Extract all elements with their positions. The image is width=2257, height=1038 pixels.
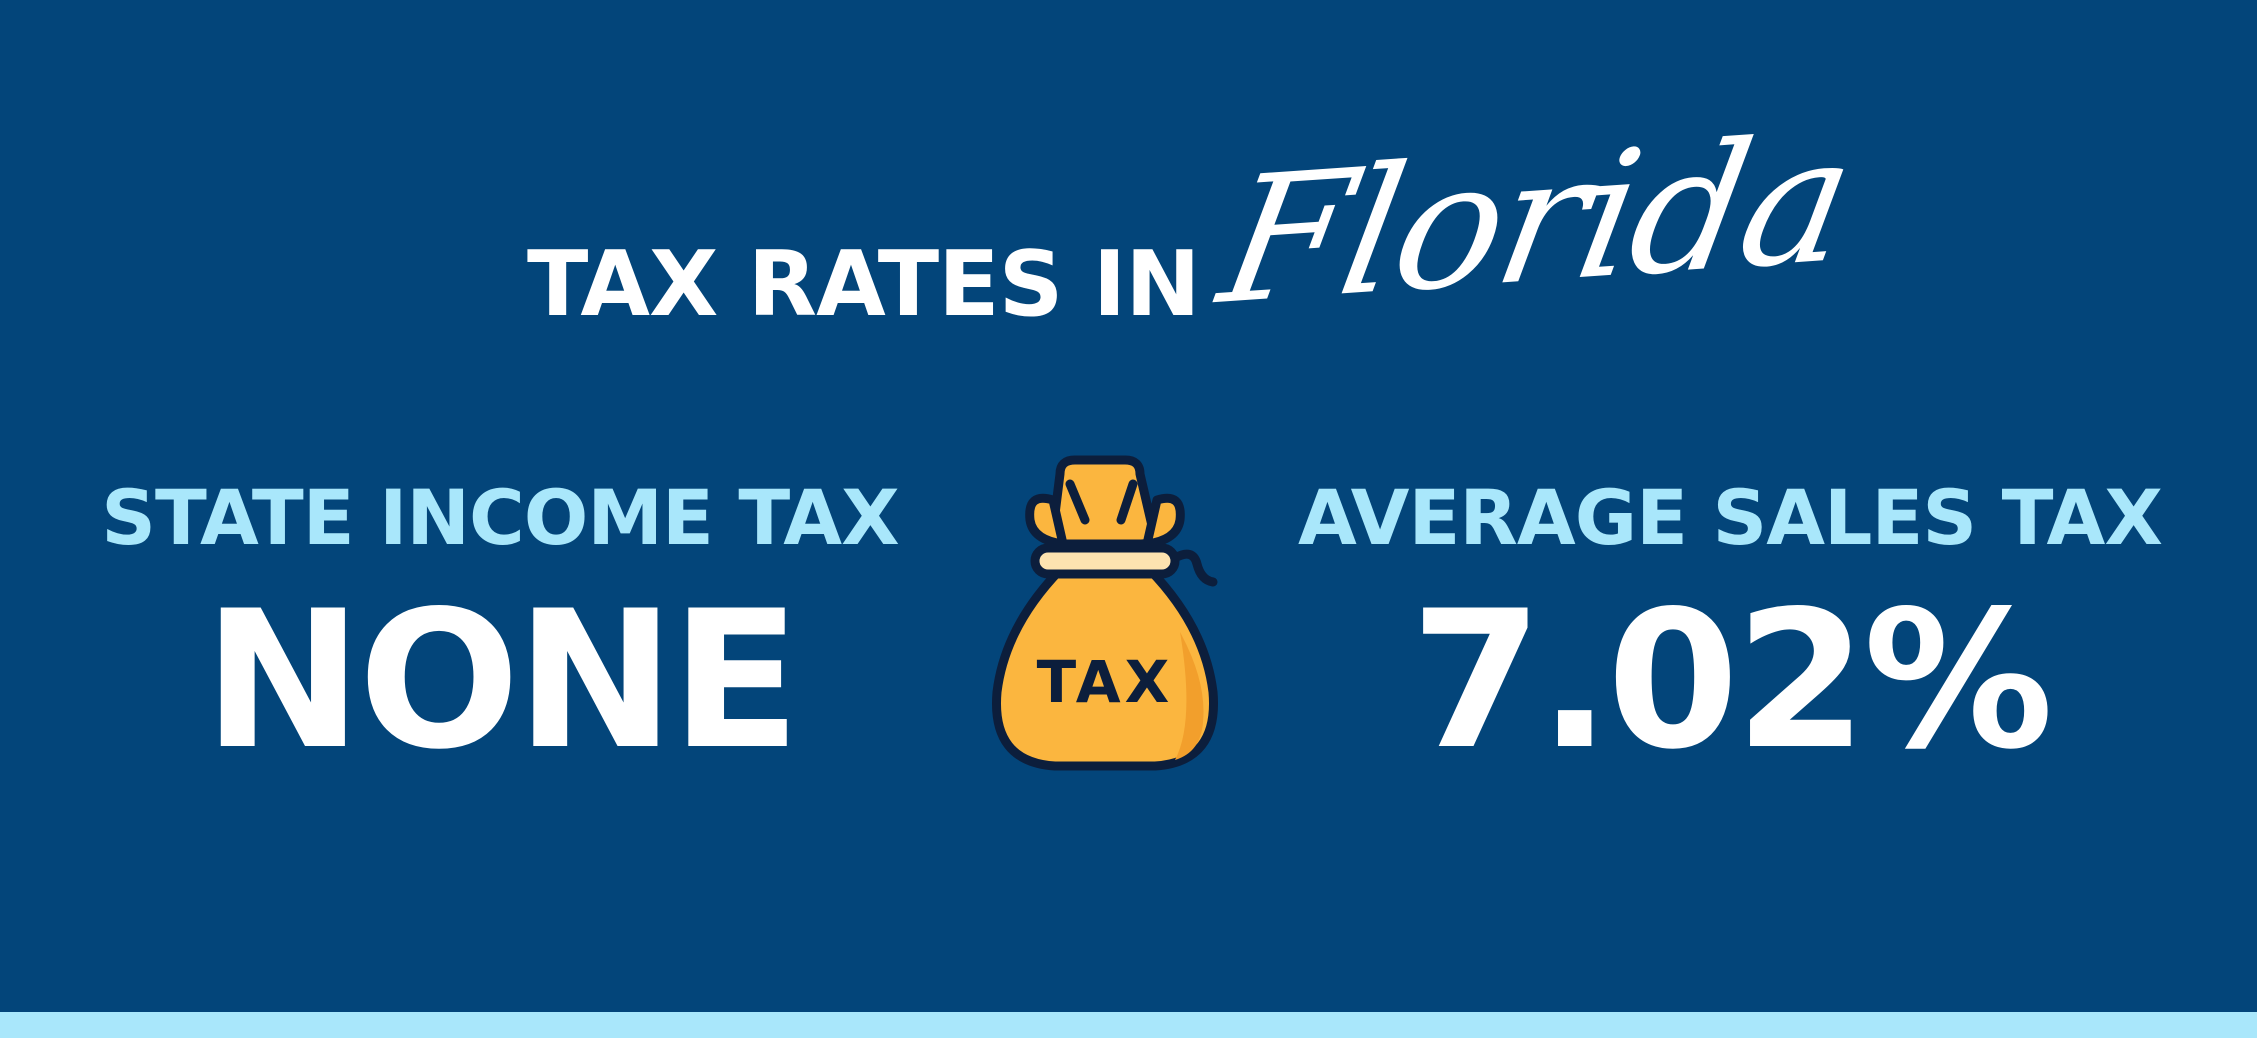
money-bag-icon: TAX	[975, 452, 1235, 777]
average-sales-tax-block: AVERAGE SALES TAX 7.02%	[1280, 480, 2180, 776]
state-income-tax-block: STATE INCOME TAX NONE	[80, 480, 920, 776]
bag-text: TAX	[1037, 648, 1174, 716]
average-sales-tax-label: AVERAGE SALES TAX	[1298, 473, 2163, 562]
title-script: Florida	[1207, 98, 1864, 344]
state-income-tax-label: STATE INCOME TAX	[101, 473, 899, 562]
bottom-stripe	[0, 1012, 2257, 1038]
title: TAX RATES IN Florida	[0, 99, 2257, 390]
state-income-tax-value: NONE	[203, 570, 800, 791]
title-prefix: TAX RATES IN	[527, 232, 1201, 337]
average-sales-tax-value: 7.02%	[1410, 570, 2053, 791]
